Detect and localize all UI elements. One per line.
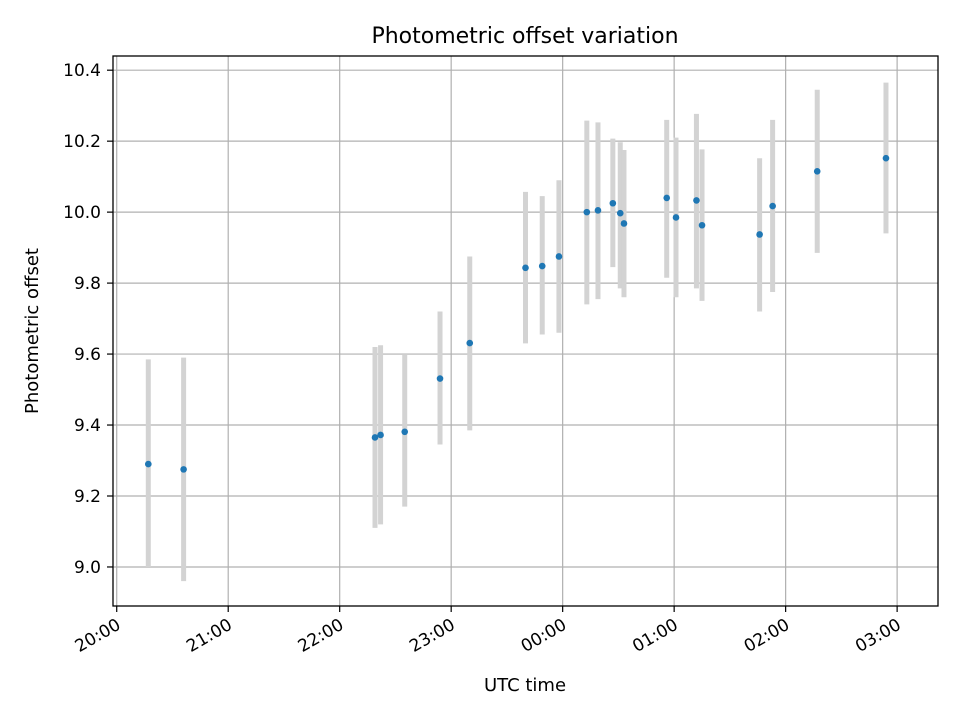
y-tick-label: 10.0 [63,203,101,223]
x-axis-label: UTC time [484,675,566,696]
data-point [180,466,187,473]
data-point [663,194,671,202]
chart-title: Photometric offset variation [371,24,678,49]
data-point [813,168,821,175]
data-point [583,208,591,216]
y-tick-label: 9.6 [74,345,101,365]
data-point [672,214,680,221]
data-point [693,197,700,204]
y-tick-label: 9.8 [74,274,101,294]
data-point [522,264,529,272]
data-point [609,199,617,207]
y-tick-label: 10.2 [63,132,101,152]
data-point [538,262,546,270]
data-point [769,202,776,210]
marker-layer [145,154,890,473]
data-point [882,154,890,162]
x-tick-label: 02:00 [741,615,793,657]
data-point [145,460,152,468]
x-tick-label: 00:00 [518,615,570,657]
x-tick-label: 03:00 [852,615,904,657]
y-axis-label: Photometric offset [22,248,43,414]
y-tick-label: 10.4 [63,61,101,81]
data-point [555,253,563,260]
data-point [620,220,628,227]
data-point [377,431,384,439]
data-point [698,221,706,229]
x-tick-label: 21:00 [183,615,235,657]
data-point [616,209,624,217]
x-tick-label: 01:00 [629,615,681,657]
x-tick-label: 23:00 [406,615,458,657]
y-tick-label: 9.2 [74,487,101,507]
data-point [594,207,602,214]
x-tick-label: 20:00 [72,615,124,657]
y-tick-label: 9.0 [74,558,101,578]
data-point [436,375,444,382]
data-point [756,231,763,238]
data-point [466,339,474,347]
errorbar-layer [145,82,889,582]
x-tick-label: 22:00 [295,615,347,657]
y-tick-label: 9.4 [74,416,101,436]
data-point [401,428,409,436]
plot-frame [112,55,939,607]
data-point [371,434,379,441]
